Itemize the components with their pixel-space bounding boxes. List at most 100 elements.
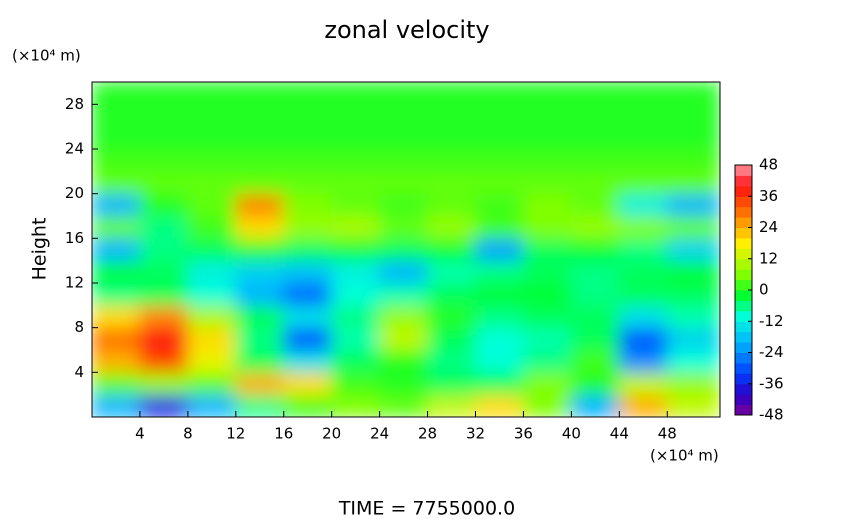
field-cell (427, 126, 477, 150)
field-cell (379, 126, 429, 150)
field-cell (283, 304, 333, 329)
field-cell (379, 394, 429, 417)
colorbar-swatch (735, 383, 752, 395)
field-cell (331, 103, 381, 128)
field-cell (187, 371, 237, 396)
colorbar-tick-label: 0 (759, 281, 769, 299)
field-cell (139, 82, 189, 105)
x-tick-label: 16 (274, 425, 293, 443)
field-cell (427, 282, 477, 306)
field-cell (139, 327, 189, 351)
field-cell (187, 82, 237, 105)
field-cell (427, 82, 477, 105)
field-cell (331, 148, 381, 172)
field-cell (666, 193, 720, 217)
colorbar-swatch (735, 206, 752, 218)
field-cell (522, 82, 572, 105)
field-cell (379, 237, 429, 262)
field-cell (427, 260, 477, 284)
field-cell (187, 282, 237, 306)
field-cell (235, 327, 285, 351)
field-cell (92, 103, 141, 128)
field-cell (666, 327, 720, 351)
field-cell (522, 103, 572, 128)
x-unit: (×10⁴ m) (650, 447, 719, 465)
field-cell (666, 237, 720, 262)
field-cell (570, 349, 620, 373)
field-cell (92, 304, 141, 329)
field-cell (139, 394, 189, 417)
field-cell (92, 371, 141, 396)
field-cell (92, 170, 141, 195)
colorbar-swatch (735, 237, 752, 249)
field-cell (235, 371, 285, 396)
field-cell (235, 304, 285, 329)
field-cell (522, 170, 572, 195)
field-cell (187, 170, 237, 195)
field-cell (570, 148, 620, 172)
field-cell (379, 193, 429, 217)
colorbar-swatch (735, 394, 752, 406)
field-cell (139, 193, 189, 217)
field-cell (331, 237, 381, 262)
field-cell (187, 193, 237, 217)
field-cell (427, 304, 477, 329)
field-cell (618, 282, 668, 306)
field-cell (139, 148, 189, 172)
field-cell (92, 126, 141, 150)
field-cell (235, 237, 285, 262)
field-cell (331, 327, 381, 351)
field-cell (379, 170, 429, 195)
x-tick-label: 36 (514, 425, 533, 443)
field-cell (139, 126, 189, 150)
field-cell (331, 304, 381, 329)
field-cell (331, 260, 381, 284)
field-cell (379, 215, 429, 239)
field-cell (618, 103, 668, 128)
x-tick-label: 28 (418, 425, 437, 443)
field-cell (475, 126, 524, 150)
field-cell (283, 193, 333, 217)
field-cell (522, 371, 572, 396)
field-cell (666, 349, 720, 373)
field-cell (618, 170, 668, 195)
field-cell (331, 193, 381, 217)
x-tick-label: 32 (466, 425, 485, 443)
y-tick-label: 12 (65, 274, 84, 292)
field-cell (475, 170, 524, 195)
colorbar-swatch (735, 352, 752, 364)
field-cell (666, 282, 720, 306)
field-cell (618, 126, 668, 150)
field-cell (283, 103, 333, 128)
x-tick-label: 8 (183, 425, 193, 443)
field-cell (522, 349, 572, 373)
colorbar-swatch (735, 404, 752, 416)
field-cell (235, 193, 285, 217)
field-cell (427, 394, 477, 417)
field-cell (92, 193, 141, 217)
y-tick-label: 4 (74, 363, 84, 381)
field-cell (618, 237, 668, 262)
field-cell (379, 282, 429, 306)
field-cell (570, 260, 620, 284)
colorbar-tick-label: 48 (759, 156, 778, 174)
field-cell (283, 82, 333, 105)
field-cell (427, 349, 477, 373)
field-cell (139, 170, 189, 195)
field-cell (187, 126, 237, 150)
field-cell (618, 327, 668, 351)
field-cell (618, 349, 668, 373)
field-cell (331, 394, 381, 417)
field (92, 82, 720, 417)
field-cell (427, 215, 477, 239)
field-cell (570, 170, 620, 195)
field-cell (92, 282, 141, 306)
field-cell (427, 148, 477, 172)
field-cell (475, 260, 524, 284)
field-cell (427, 103, 477, 128)
field-cell (92, 327, 141, 351)
field-cell (139, 103, 189, 128)
field-cell (379, 260, 429, 284)
y-unit: (×10⁴ m) (12, 47, 81, 65)
